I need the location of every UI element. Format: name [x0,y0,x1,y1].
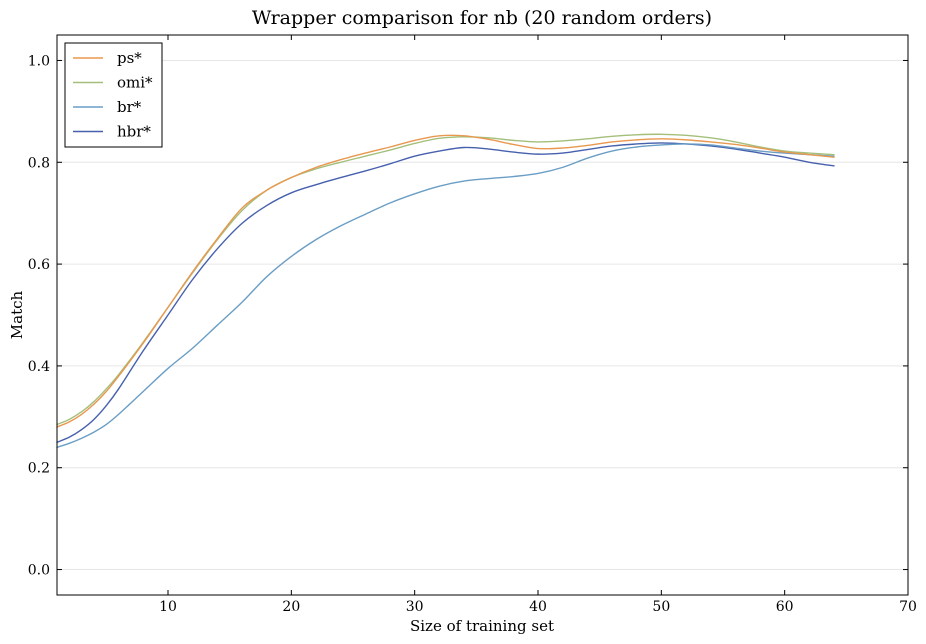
y-tick-label: 0.2 [28,461,50,477]
legend-label: omi* [117,74,153,92]
series-line-br [56,143,835,449]
series-line-hbr [56,142,835,443]
axis-ticks: 0.0 0.2 0.4 0.6 0.8 1.0 10 20 30 40 50 60 70 [28,35,917,615]
x-tick-label: 10 [159,599,177,615]
plot-frame [56,34,909,596]
y-tick-label: 0.4 [28,359,50,375]
series-line-omi [56,133,835,426]
legend-label: hbr* [117,123,151,141]
legend: ps* omi* br* hbr* [64,42,163,148]
series-lines [56,133,835,449]
y-tick-label: 0.8 [28,155,50,171]
y-tick-label: 1.0 [28,53,50,69]
x-tick-label: 50 [652,599,670,615]
x-tick-label: 60 [776,599,794,615]
legend-box [64,42,163,148]
x-tick-label: 70 [899,599,917,615]
y-tick-label: 0.6 [28,257,50,273]
x-tick-label: 30 [406,599,424,615]
y-axis-label: Match [8,290,26,339]
x-tick-label: 40 [529,599,547,615]
legend-label: ps* [117,49,142,67]
x-axis-label: Size of training set [410,617,554,635]
series-line-ps [56,134,835,428]
y-tick-label: 0.0 [28,563,50,579]
x-tick-label: 20 [282,599,300,615]
legend-label: br* [117,98,142,116]
chart-title: Wrapper comparison for nb (20 random ord… [252,7,712,29]
